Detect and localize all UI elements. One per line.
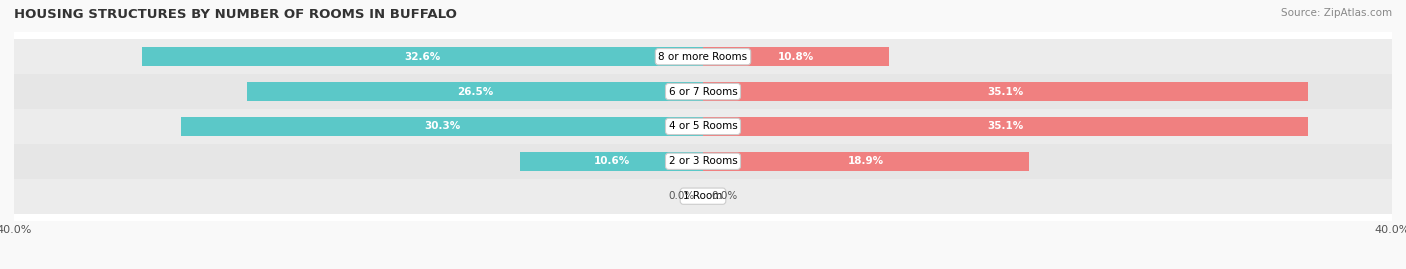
Text: 0.0%: 0.0% xyxy=(711,191,738,201)
Text: 2 or 3 Rooms: 2 or 3 Rooms xyxy=(669,156,737,166)
Text: 4 or 5 Rooms: 4 or 5 Rooms xyxy=(669,121,737,132)
Bar xyxy=(703,82,1308,101)
Text: 1 Room: 1 Room xyxy=(683,191,723,201)
Text: 0.0%: 0.0% xyxy=(668,191,695,201)
Bar xyxy=(520,152,703,171)
Text: 8 or more Rooms: 8 or more Rooms xyxy=(658,52,748,62)
Text: 10.8%: 10.8% xyxy=(778,52,814,62)
Bar xyxy=(142,47,703,66)
Text: 26.5%: 26.5% xyxy=(457,87,494,97)
Bar xyxy=(14,144,1392,179)
Text: HOUSING STRUCTURES BY NUMBER OF ROOMS IN BUFFALO: HOUSING STRUCTURES BY NUMBER OF ROOMS IN… xyxy=(14,8,457,21)
Bar xyxy=(703,152,1029,171)
Text: 35.1%: 35.1% xyxy=(987,121,1024,132)
Bar xyxy=(703,117,1308,136)
Text: 30.3%: 30.3% xyxy=(425,121,460,132)
Bar xyxy=(246,82,703,101)
Bar xyxy=(14,74,1392,109)
Bar xyxy=(14,109,1392,144)
Text: Source: ZipAtlas.com: Source: ZipAtlas.com xyxy=(1281,8,1392,18)
Text: 6 or 7 Rooms: 6 or 7 Rooms xyxy=(669,87,737,97)
Text: 32.6%: 32.6% xyxy=(404,52,440,62)
Bar xyxy=(703,47,889,66)
Text: 10.6%: 10.6% xyxy=(593,156,630,166)
Bar xyxy=(14,39,1392,74)
Text: 35.1%: 35.1% xyxy=(987,87,1024,97)
Text: 18.9%: 18.9% xyxy=(848,156,884,166)
Bar xyxy=(181,117,703,136)
Bar xyxy=(14,179,1392,214)
